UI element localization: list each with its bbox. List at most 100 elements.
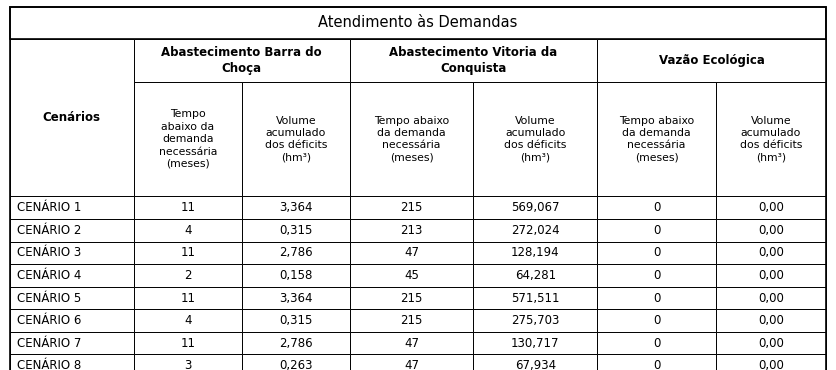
Bar: [716, 354, 826, 370]
Bar: [242, 196, 349, 219]
Bar: [242, 264, 349, 287]
Text: 0,158: 0,158: [279, 269, 313, 282]
Text: Volume
acumulado
dos déficits
(hm³): Volume acumulado dos déficits (hm³): [740, 115, 803, 163]
Text: CENÁRIO 2: CENÁRIO 2: [17, 224, 81, 237]
Text: Tempo abaixo
da demanda
necessária
(meses): Tempo abaixo da demanda necessária (mese…: [374, 115, 449, 163]
Bar: [473, 219, 597, 242]
Bar: [473, 242, 597, 264]
Text: 0,00: 0,00: [758, 314, 784, 327]
Bar: [242, 219, 349, 242]
Text: 0,00: 0,00: [758, 224, 784, 237]
Bar: [349, 354, 473, 370]
Text: 213: 213: [400, 224, 423, 237]
Text: 11: 11: [181, 246, 195, 259]
Text: CENÁRIO 1: CENÁRIO 1: [17, 201, 81, 214]
Bar: [10, 309, 134, 332]
Bar: [597, 354, 716, 370]
Bar: [597, 196, 716, 219]
Text: 11: 11: [181, 292, 195, 305]
Bar: [716, 196, 826, 219]
Bar: [473, 82, 597, 196]
Text: 0,315: 0,315: [279, 314, 313, 327]
Text: 0,263: 0,263: [279, 359, 313, 370]
Text: Volume
acumulado
dos déficits
(hm³): Volume acumulado dos déficits (hm³): [264, 115, 327, 163]
Bar: [134, 39, 349, 82]
Bar: [10, 219, 134, 242]
Text: Tempo
abaixo da
demanda
necessária
(meses): Tempo abaixo da demanda necessária (mese…: [159, 109, 217, 169]
Bar: [10, 264, 134, 287]
Text: Abastecimento Vitoria da
Conquista: Abastecimento Vitoria da Conquista: [390, 46, 558, 75]
Bar: [597, 287, 716, 309]
Text: 215: 215: [400, 201, 423, 214]
Text: 0,00: 0,00: [758, 201, 784, 214]
Bar: [716, 82, 826, 196]
Text: 130,717: 130,717: [511, 337, 559, 350]
Bar: [10, 332, 134, 354]
Text: 0: 0: [653, 269, 660, 282]
Bar: [597, 82, 716, 196]
Bar: [597, 332, 716, 354]
Bar: [597, 309, 716, 332]
Bar: [349, 39, 597, 82]
Bar: [597, 219, 716, 242]
Bar: [597, 242, 716, 264]
Text: 215: 215: [400, 314, 423, 327]
Bar: [134, 219, 242, 242]
Text: 0: 0: [653, 314, 660, 327]
Bar: [349, 287, 473, 309]
Text: 0: 0: [653, 201, 660, 214]
Bar: [134, 242, 242, 264]
Bar: [716, 219, 826, 242]
Text: 0,00: 0,00: [758, 292, 784, 305]
Text: CENÁRIO 7: CENÁRIO 7: [17, 337, 81, 350]
Bar: [473, 332, 597, 354]
Bar: [349, 219, 473, 242]
Bar: [349, 309, 473, 332]
Text: 3,364: 3,364: [279, 201, 313, 214]
Bar: [349, 196, 473, 219]
Text: 0,00: 0,00: [758, 269, 784, 282]
Text: 0,00: 0,00: [758, 246, 784, 259]
Text: 272,024: 272,024: [511, 224, 559, 237]
Bar: [716, 309, 826, 332]
Bar: [473, 264, 597, 287]
Text: Cenários: Cenários: [43, 111, 101, 124]
Text: Tempo abaixo
da demanda
necessária
(meses): Tempo abaixo da demanda necessária (mese…: [619, 115, 694, 163]
Text: 4: 4: [184, 224, 191, 237]
Text: 0: 0: [653, 246, 660, 259]
Text: 4: 4: [184, 314, 191, 327]
Text: CENÁRIO 5: CENÁRIO 5: [17, 292, 81, 305]
Bar: [134, 287, 242, 309]
Bar: [10, 242, 134, 264]
Bar: [473, 196, 597, 219]
Bar: [597, 39, 826, 82]
Text: 215: 215: [400, 292, 423, 305]
Text: 0: 0: [653, 292, 660, 305]
Text: Atendimento às Demandas: Atendimento às Demandas: [319, 16, 517, 30]
Bar: [134, 82, 242, 196]
Bar: [716, 332, 826, 354]
Text: 3,364: 3,364: [279, 292, 313, 305]
Text: Abastecimento Barra do
Choça: Abastecimento Barra do Choça: [161, 46, 322, 75]
Text: Volume
acumulado
dos déficits
(hm³): Volume acumulado dos déficits (hm³): [504, 115, 567, 163]
Bar: [242, 309, 349, 332]
Text: 11: 11: [181, 201, 195, 214]
Text: CENÁRIO 8: CENÁRIO 8: [17, 359, 81, 370]
Bar: [10, 196, 134, 219]
Text: 128,194: 128,194: [511, 246, 559, 259]
Bar: [473, 287, 597, 309]
Text: 11: 11: [181, 337, 195, 350]
Text: Vazão Ecológica: Vazão Ecológica: [659, 54, 764, 67]
Bar: [473, 354, 597, 370]
Text: 569,067: 569,067: [511, 201, 559, 214]
Text: 64,281: 64,281: [515, 269, 556, 282]
Text: 0,315: 0,315: [279, 224, 313, 237]
Bar: [242, 242, 349, 264]
Text: 0: 0: [653, 224, 660, 237]
Text: 47: 47: [404, 337, 419, 350]
Bar: [134, 264, 242, 287]
Bar: [242, 287, 349, 309]
Bar: [242, 332, 349, 354]
Bar: [349, 242, 473, 264]
Text: 3: 3: [184, 359, 191, 370]
